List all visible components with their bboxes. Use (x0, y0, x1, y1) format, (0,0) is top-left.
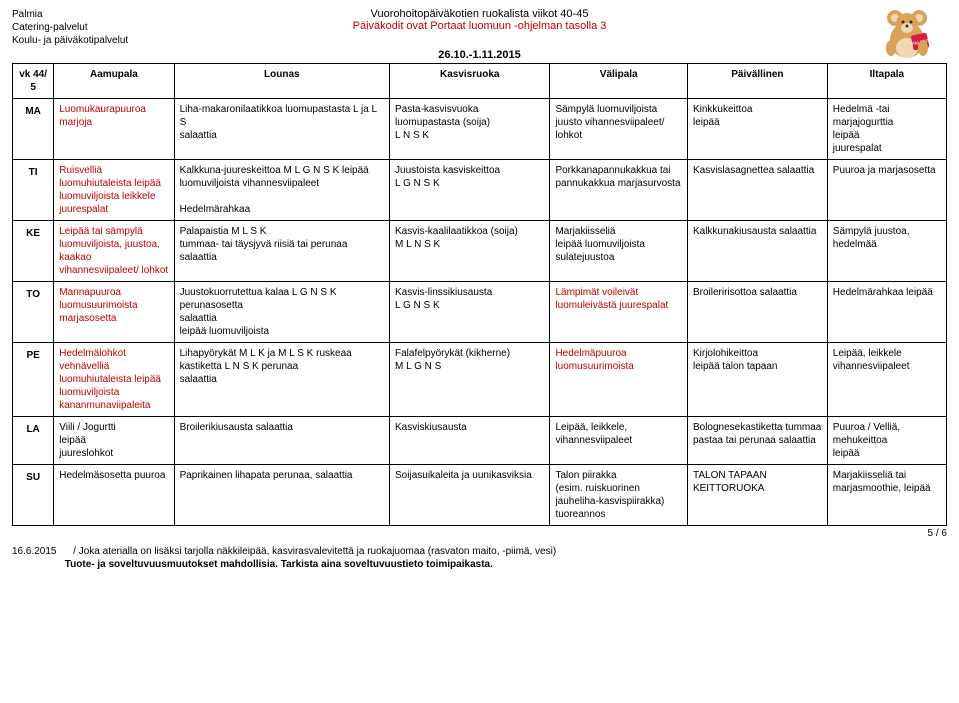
menu-cell: Leipää, leikkele vihannesviipaleet (827, 343, 946, 417)
col-aamupala: Aamupala (54, 64, 174, 99)
logo-icon: PALMIA (877, 4, 937, 65)
col-valipala: Välipala (550, 64, 688, 99)
menu-cell: Puuroa ja marjasosetta (827, 160, 946, 221)
menu-cell: Puuroa / Velliä, mehukeittoaleipää (827, 417, 946, 465)
menu-cell: Sämpylä juustoa, hedelmää (827, 221, 946, 282)
day-cell: PE (13, 343, 54, 417)
menu-cell: Hedelmärahkaa leipää (827, 282, 946, 343)
menu-cell: Leipää tai sämpylä luomuviljoista, juust… (54, 221, 174, 282)
menu-cell: Broilerikiusausta salaattia (174, 417, 389, 465)
menu-cell: Juustoista kasviskeittoaL G N S K (390, 160, 550, 221)
menu-cell: Bolognesekastiketta tummaa pastaa tai pe… (687, 417, 827, 465)
menu-cell: Lämpimät voileivät luomuleivästä juuresp… (550, 282, 688, 343)
col-iltapala: Iltapala (827, 64, 946, 99)
menu-cell: Talon piirakka(esim. ruiskuorinen jauhel… (550, 465, 688, 526)
header: Palmia Catering-palvelut Koulu- ja päivä… (12, 8, 947, 47)
menu-cell: Kasviskiusausta (390, 417, 550, 465)
menu-cell: Pasta-kasvisvuoka luomupastasta (soija)L… (390, 99, 550, 160)
menu-cell: Paprikainen lihapata perunaa, salaattia (174, 465, 389, 526)
table-row: SUHedelmäsosetta puuroaPaprikainen lihap… (13, 465, 947, 526)
menu-cell: Marjakiisseliä tai marjasmoothie, leipää (827, 465, 946, 526)
day-cell: MA (13, 99, 54, 160)
day-cell: TI (13, 160, 54, 221)
menu-cell: Palapaistia M L S Ktummaa- tai täysjyvä … (174, 221, 389, 282)
col-week: vk 44/ 5 (13, 64, 54, 99)
table-row: MALuomukaurapuuroa marjojaLiha-makaronil… (13, 99, 947, 160)
menu-cell: Kirjolohikeittoaleipää talon tapaan (687, 343, 827, 417)
menu-cell: Kalkkuna-juureskeittoa M L G N S K leipä… (174, 160, 389, 221)
day-cell: KE (13, 221, 54, 282)
table-row: PEHedelmälohkot vehnävelliä luomuhiutale… (13, 343, 947, 417)
footer-date: 16.6.2015 (12, 546, 57, 557)
menu-table: vk 44/ 5 Aamupala Lounas Kasvisruoka Väl… (12, 63, 947, 526)
menu-cell: Hedelmäsosetta puuroa (54, 465, 174, 526)
menu-cell: Kasvis-kaalilaatikkoa (soija)M L N S K (390, 221, 550, 282)
menu-cell: Kinkkukeittoaleipää (687, 99, 827, 160)
menu-cell: Juustokuorrutettua kalaa L G N S K perun… (174, 282, 389, 343)
menu-cell: Viili / Jogurttileipääjuureslohkot (54, 417, 174, 465)
page-number: 5 / 6 (12, 528, 947, 539)
menu-cell: Falafelpyörykät (kikherne)M L G N S (390, 343, 550, 417)
menu-cell: Sämpylä luomuviljoista juusto vihannesvi… (550, 99, 688, 160)
footer-line1: / Joka aterialla on lisäksi tarjolla näk… (73, 546, 556, 557)
menu-cell: Hedelmäpuuroa luomusuurimoista (550, 343, 688, 417)
header-title: Vuorohoitopäiväkotien ruokalista viikot … (353, 8, 607, 32)
title-line2: Päiväkodit ovat Portaat luomuun -ohjelma… (353, 20, 607, 32)
menu-cell: Soijasuikaleita ja uunikasviksia (390, 465, 550, 526)
table-row: TIRuisvelliä luomuhiutaleista leipää luo… (13, 160, 947, 221)
footer: 16.6.2015 / Joka aterialla on lisäksi ta… (12, 545, 947, 571)
col-kasvis: Kasvisruoka (390, 64, 550, 99)
menu-cell: Luomukaurapuuroa marjoja (54, 99, 174, 160)
day-cell: SU (13, 465, 54, 526)
title-line1: Vuorohoitopäiväkotien ruokalista viikot … (353, 8, 607, 20)
menu-cell: Marjakiisseliäleipää luomuviljoista sula… (550, 221, 688, 282)
table-row: TOMannapuuroa luomusuurimoista marjasose… (13, 282, 947, 343)
menu-cell: Kasvis-linssikiusaustaL G N S K (390, 282, 550, 343)
menu-cell: TALON TAPAAN KEITTORUOKA (687, 465, 827, 526)
footer-line2: Tuote- ja soveltuvuusmuutokset mahdollis… (65, 559, 493, 570)
date-range: 26.10.-1.11.2015 (12, 49, 947, 61)
table-row: KELeipää tai sämpylä luomuviljoista, juu… (13, 221, 947, 282)
menu-cell: Leipää, leikkele, vihannesviipaleet (550, 417, 688, 465)
menu-cell: Lihapyörykät M L K ja M L S K ruskeaa ka… (174, 343, 389, 417)
menu-cell: Mannapuuroa luomusuurimoista marjasosett… (54, 282, 174, 343)
menu-cell: Kasvislasagnettea salaattia (687, 160, 827, 221)
col-lounas: Lounas (174, 64, 389, 99)
menu-cell: Hedelmälohkot vehnävelliä luomuhiutaleis… (54, 343, 174, 417)
org-line3: Koulu- ja päiväkotipalvelut (12, 34, 947, 47)
menu-cell: Hedelmä -tai marjajogurttialeipääjuuresp… (827, 99, 946, 160)
table-header-row: vk 44/ 5 Aamupala Lounas Kasvisruoka Väl… (13, 64, 947, 99)
day-cell: LA (13, 417, 54, 465)
menu-cell: Porkkanapannukakkua tai pannukakkua marj… (550, 160, 688, 221)
menu-cell: Kalkkunakiusausta salaattia (687, 221, 827, 282)
table-row: LAViili / JogurttileipääjuureslohkotBroi… (13, 417, 947, 465)
col-paivallinen: Päivällinen (687, 64, 827, 99)
menu-cell: Liha-makaronilaatikkoa luomupastasta L j… (174, 99, 389, 160)
day-cell: TO (13, 282, 54, 343)
menu-cell: Ruisvelliä luomuhiutaleista leipää luomu… (54, 160, 174, 221)
menu-cell: Broileririsottoa salaattia (687, 282, 827, 343)
